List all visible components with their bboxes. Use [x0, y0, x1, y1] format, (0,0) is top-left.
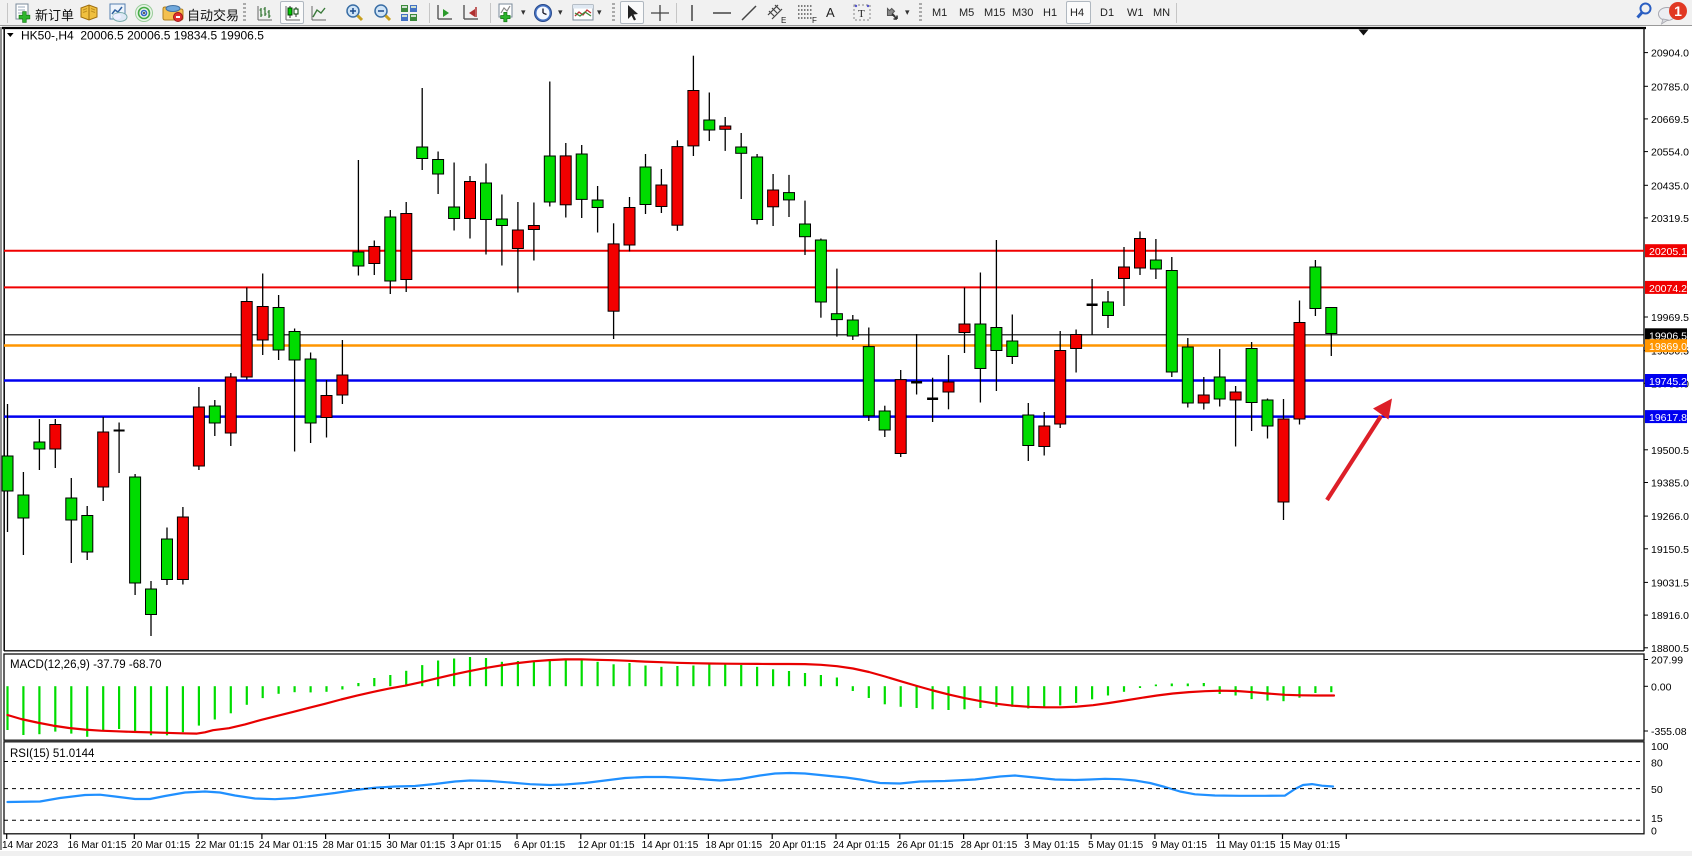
svg-text:19869.0: 19869.0 — [1649, 341, 1687, 353]
svg-text:207.99: 207.99 — [1651, 655, 1683, 667]
svg-text:22 Mar 01:15: 22 Mar 01:15 — [195, 840, 254, 851]
svg-text:0: 0 — [1651, 826, 1657, 838]
svg-text:5 May 01:15: 5 May 01:15 — [1088, 840, 1143, 851]
svg-text:18 Apr 01:15: 18 Apr 01:15 — [705, 840, 762, 851]
svg-text:20319.5: 20319.5 — [1651, 213, 1689, 225]
svg-text:50: 50 — [1651, 784, 1663, 796]
svg-text:20785.0: 20785.0 — [1651, 81, 1689, 93]
svg-text:20 Mar 01:15: 20 Mar 01:15 — [131, 840, 190, 851]
svg-text:0.00: 0.00 — [1651, 681, 1672, 693]
svg-text:19617.8: 19617.8 — [1649, 412, 1687, 424]
svg-text:24 Apr 01:15: 24 Apr 01:15 — [833, 840, 890, 851]
svg-text:100: 100 — [1651, 741, 1669, 753]
svg-text:80: 80 — [1651, 758, 1663, 770]
svg-text:6 Apr 01:15: 6 Apr 01:15 — [514, 840, 566, 851]
svg-text:20904.0: 20904.0 — [1651, 48, 1689, 60]
svg-text:20554.0: 20554.0 — [1651, 147, 1689, 159]
svg-text:MACD(12,26,9) -37.79 -68.70: MACD(12,26,9) -37.79 -68.70 — [10, 659, 162, 671]
svg-text:F: F — [812, 16, 817, 24]
svg-text:28 Mar 01:15: 28 Mar 01:15 — [323, 840, 382, 851]
svg-text:19266.0: 19266.0 — [1651, 511, 1689, 523]
svg-text:19969.5: 19969.5 — [1651, 312, 1689, 324]
svg-text:18800.5: 18800.5 — [1651, 643, 1689, 655]
svg-text:20435.0: 20435.0 — [1651, 180, 1689, 192]
svg-text:18916.0: 18916.0 — [1651, 610, 1689, 622]
svg-text:RSI(15) 51.0144: RSI(15) 51.0144 — [10, 748, 95, 760]
svg-text:12 Apr 01:15: 12 Apr 01:15 — [578, 840, 635, 851]
svg-text:20205.1: 20205.1 — [1649, 246, 1687, 258]
svg-text:16 Mar 01:15: 16 Mar 01:15 — [68, 840, 127, 851]
svg-text:19031.5: 19031.5 — [1651, 577, 1689, 589]
svg-text:14 Mar 2023: 14 Mar 2023 — [2, 840, 59, 851]
svg-text:11 May 01:15: 11 May 01:15 — [1216, 840, 1276, 851]
svg-text:15: 15 — [1651, 813, 1663, 825]
svg-text:20669.5: 20669.5 — [1651, 114, 1689, 126]
svg-text:T: T — [858, 8, 865, 20]
svg-text:9 May 01:15: 9 May 01:15 — [1152, 840, 1207, 851]
svg-text:30 Mar 01:15: 30 Mar 01:15 — [386, 840, 445, 851]
svg-text:14 Apr 01:15: 14 Apr 01:15 — [642, 840, 699, 851]
svg-text:E: E — [781, 16, 786, 24]
svg-text:19150.5: 19150.5 — [1651, 544, 1689, 556]
svg-text:3 May 01:15: 3 May 01:15 — [1024, 840, 1079, 851]
svg-text:19500.5: 19500.5 — [1651, 445, 1689, 457]
svg-text:19385.0: 19385.0 — [1651, 478, 1689, 490]
svg-text:-355.08: -355.08 — [1651, 726, 1687, 738]
svg-text:20 Apr 01:15: 20 Apr 01:15 — [769, 840, 826, 851]
svg-text:15 May 01:15: 15 May 01:15 — [1280, 840, 1341, 851]
svg-text:28 Apr 01:15: 28 Apr 01:15 — [961, 840, 1018, 851]
svg-text:24 Mar 01:15: 24 Mar 01:15 — [259, 840, 318, 851]
svg-text:26 Apr 01:15: 26 Apr 01:15 — [897, 840, 954, 851]
svg-text:HK50-,H4 20006.5 20006.5 1983: HK50-,H4 20006.5 20006.5 19834.5 19906.5 — [21, 29, 264, 43]
svg-text:19745.2: 19745.2 — [1649, 376, 1687, 388]
svg-text:20074.2: 20074.2 — [1649, 283, 1687, 295]
svg-text:3 Apr 01:15: 3 Apr 01:15 — [450, 840, 502, 851]
